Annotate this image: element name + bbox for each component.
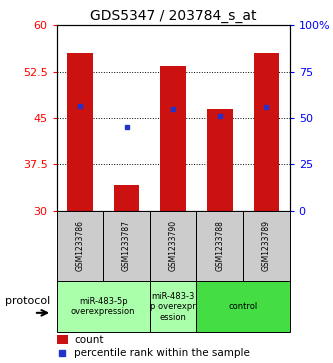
Bar xyxy=(161,66,186,211)
Bar xyxy=(67,53,93,211)
Text: count: count xyxy=(74,335,104,345)
Bar xyxy=(57,281,150,332)
Bar xyxy=(57,335,68,344)
Text: miR-483-5p
overexpression: miR-483-5p overexpression xyxy=(71,297,136,317)
Bar xyxy=(103,211,150,281)
Text: GSM1233789: GSM1233789 xyxy=(262,220,271,272)
Text: GSM1233787: GSM1233787 xyxy=(122,220,131,272)
Title: GDS5347 / 203784_s_at: GDS5347 / 203784_s_at xyxy=(90,9,256,23)
Bar xyxy=(243,211,290,281)
Bar xyxy=(150,211,196,281)
Text: GSM1233790: GSM1233790 xyxy=(168,220,178,272)
Bar xyxy=(196,211,243,281)
Bar xyxy=(196,281,290,332)
Bar xyxy=(207,109,232,211)
Bar xyxy=(254,53,279,211)
Text: miR-483-3
p overexpr
ession: miR-483-3 p overexpr ession xyxy=(150,292,196,322)
Text: GSM1233786: GSM1233786 xyxy=(75,220,85,272)
Text: protocol: protocol xyxy=(5,295,50,306)
Bar xyxy=(150,281,196,332)
Bar xyxy=(114,185,139,211)
Text: percentile rank within the sample: percentile rank within the sample xyxy=(74,348,250,358)
Bar xyxy=(57,211,103,281)
Text: GSM1233788: GSM1233788 xyxy=(215,220,224,272)
Text: control: control xyxy=(228,302,258,311)
